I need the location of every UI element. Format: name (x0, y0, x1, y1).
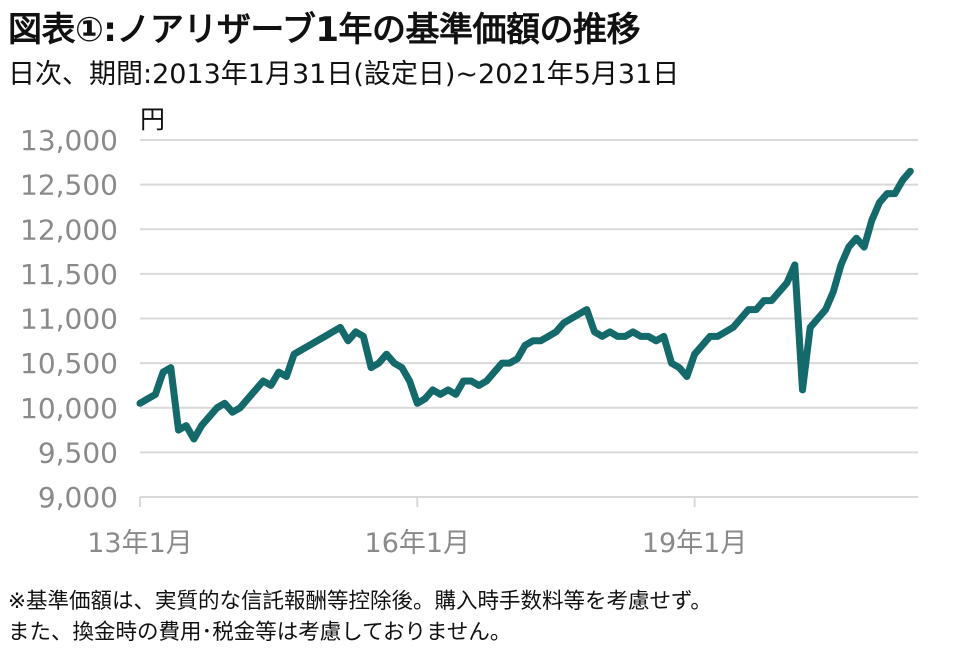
y-tick-label: 10,500 (20, 347, 118, 380)
footnote: ※基準価額は、実質的な信託報酬等控除後。購入時手数料等を考慮せず。 また、換金時… (8, 586, 712, 648)
y-tick-label: 11,500 (20, 258, 118, 291)
footnote-line-1: ※基準価額は、実質的な信託報酬等控除後。購入時手数料等を考慮せず。 (8, 589, 712, 614)
x-tick-label: 16年1月 (365, 528, 471, 559)
y-tick-label: 12,500 (20, 169, 118, 202)
footnote-line-2: また、換金時の費用･税金等は考慮しておりません。 (8, 620, 512, 645)
y-tick-label: 11,000 (20, 303, 118, 336)
gridlines (140, 139, 918, 454)
x-tick-label: 19年1月 (642, 528, 748, 559)
y-tick-label: 12,000 (20, 213, 118, 246)
y-tick-label: 9,500 (38, 436, 118, 469)
y-axis-ticks: 13,000 12,500 12,000 11,500 11,000 10,500 10,0… (20, 124, 118, 514)
chart-title: 図表①:ノアリザーブ1年の基準価額の推移 (8, 10, 641, 50)
x-tick-label: 13年1月 (87, 528, 193, 559)
y-axis-unit: 円 (140, 105, 166, 134)
x-axis: 13年1月 16年1月 19年1月 (87, 496, 918, 559)
series-line (136, 167, 914, 443)
y-tick-label: 13,000 (20, 124, 118, 157)
y-tick-label: 9,000 (38, 481, 118, 514)
y-tick-label: 10,000 (20, 392, 118, 425)
chart-subtitle: 日次、期間:2013年1月31日(設定日)~2021年5月31日 (8, 59, 680, 90)
